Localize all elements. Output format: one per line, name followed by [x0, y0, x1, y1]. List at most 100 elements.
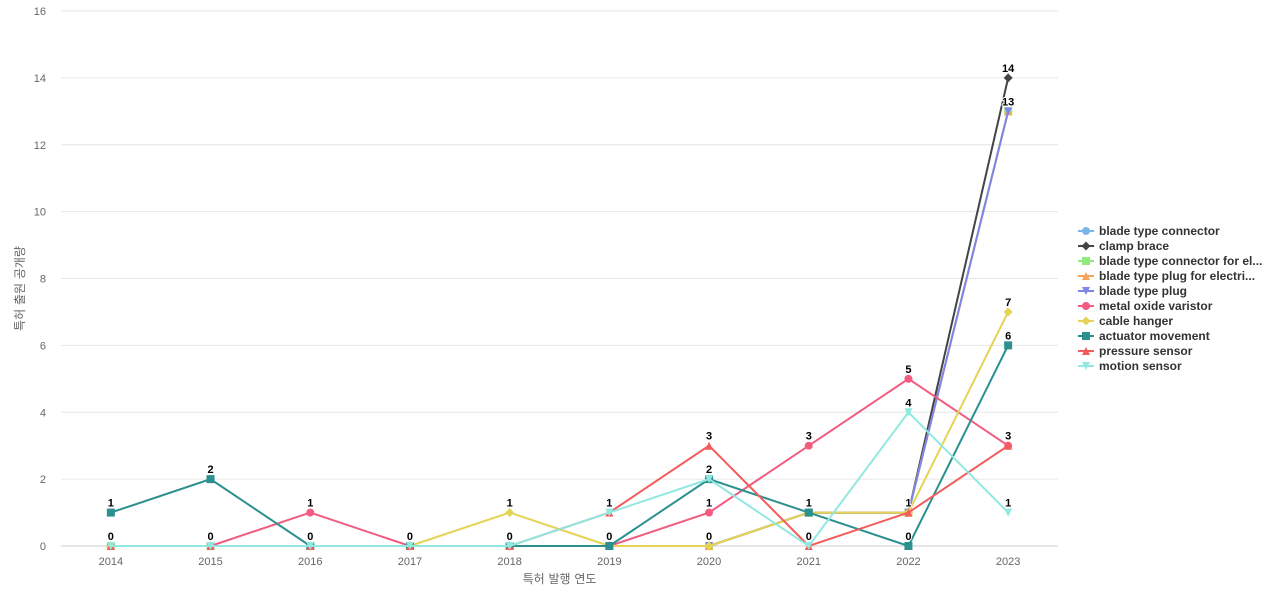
y-tick-label: 14 — [34, 73, 46, 85]
data-label: 0 — [706, 531, 712, 543]
legend-item[interactable]: blade type plug — [1078, 284, 1187, 298]
data-point[interactable] — [505, 542, 514, 550]
legend-marker — [1082, 287, 1090, 295]
data-point[interactable] — [804, 441, 813, 450]
series-line[interactable] — [110, 77, 1010, 547]
data-point[interactable] — [106, 542, 115, 550]
x-tick-label: 2014 — [99, 556, 123, 568]
series-line[interactable] — [110, 410, 1009, 548]
data-point[interactable] — [405, 542, 414, 550]
series-line[interactable] — [110, 111, 1010, 547]
y-tick-label: 4 — [40, 407, 46, 419]
series-line[interactable] — [110, 377, 1009, 547]
series-line[interactable] — [110, 111, 1010, 547]
x-tick-label: 2019 — [597, 556, 621, 568]
data-point[interactable] — [106, 508, 115, 517]
series-blade-type-plug-for-electri- — [106, 107, 1013, 550]
x-tick-label: 2023 — [996, 556, 1020, 568]
data-point[interactable] — [1004, 508, 1013, 517]
data-label: 3 — [1005, 431, 1011, 443]
data-point[interactable] — [904, 542, 913, 550]
data-point[interactable] — [705, 475, 714, 484]
legend-item[interactable]: blade type connector for el... — [1078, 254, 1262, 268]
legend-label[interactable]: pressure sensor — [1099, 344, 1193, 358]
y-tick-label: 12 — [34, 140, 46, 152]
legend-label[interactable]: motion sensor — [1099, 359, 1182, 373]
legend-marker — [1082, 332, 1090, 340]
legend-label[interactable]: blade type connector — [1099, 224, 1220, 238]
legend-marker — [1082, 302, 1090, 310]
legend-item[interactable]: blade type plug for electri... — [1078, 269, 1255, 283]
data-label: 1 — [905, 498, 911, 510]
data-point[interactable] — [804, 508, 813, 517]
data-label: 3 — [806, 431, 812, 443]
data-point[interactable] — [306, 542, 315, 550]
legend-item[interactable]: cable hanger — [1078, 314, 1173, 328]
data-point[interactable] — [605, 542, 614, 550]
data-point[interactable] — [605, 508, 614, 517]
series-blade-type-connector — [106, 107, 1013, 550]
x-tick-label: 2018 — [497, 556, 521, 568]
y-tick-label: 0 — [40, 541, 46, 553]
data-point[interactable] — [904, 374, 913, 383]
data-label: 1 — [806, 498, 812, 510]
series-motion-sensor — [106, 408, 1013, 550]
series-line[interactable] — [110, 111, 1010, 547]
legend-item[interactable]: metal oxide varistor — [1078, 299, 1213, 313]
data-point[interactable] — [804, 542, 813, 550]
legend-label[interactable]: blade type plug — [1099, 284, 1187, 298]
legend-item[interactable]: actuator movement — [1078, 329, 1210, 343]
data-point[interactable] — [505, 508, 515, 518]
data-point[interactable] — [705, 508, 714, 517]
data-label: 14 — [1002, 63, 1015, 75]
series-pressure-sensor — [106, 441, 1013, 550]
legend-label[interactable]: clamp brace — [1099, 239, 1169, 253]
legend-marker — [1081, 316, 1091, 326]
data-point[interactable] — [705, 441, 714, 450]
x-tick-label: 2021 — [797, 556, 821, 568]
data-point[interactable] — [1004, 107, 1013, 116]
legend-marker — [1082, 227, 1090, 235]
data-label: 1 — [606, 498, 612, 510]
legend-item[interactable]: pressure sensor — [1078, 344, 1193, 358]
legend-label[interactable]: actuator movement — [1099, 329, 1210, 343]
series-actuator-movement — [106, 341, 1013, 550]
data-point[interactable] — [1004, 341, 1013, 350]
legend-label[interactable]: blade type connector for el... — [1099, 254, 1262, 268]
data-label: 2 — [207, 464, 213, 476]
legend-label[interactable]: metal oxide varistor — [1099, 299, 1213, 313]
data-point[interactable] — [1003, 307, 1013, 317]
data-point[interactable] — [206, 475, 215, 484]
data-point[interactable] — [1004, 441, 1013, 450]
series-line[interactable] — [110, 311, 1010, 547]
data-label: 0 — [307, 531, 313, 543]
legend-label[interactable]: blade type plug for electri... — [1099, 269, 1255, 283]
legend-marker — [1081, 241, 1091, 251]
x-tick-label: 2015 — [198, 556, 222, 568]
data-point[interactable] — [206, 542, 215, 550]
legend-item[interactable]: clamp brace — [1078, 239, 1169, 253]
data-point[interactable] — [904, 408, 913, 417]
series-line[interactable] — [110, 344, 1010, 548]
series-line[interactable] — [110, 111, 1010, 547]
series-layer — [106, 73, 1013, 551]
data-point[interactable] — [704, 541, 714, 551]
legend-item[interactable]: blade type connector — [1078, 224, 1220, 238]
data-label: 2 — [706, 464, 712, 476]
legend-marker — [1082, 257, 1090, 265]
data-label: 0 — [108, 531, 114, 543]
data-point[interactable] — [306, 508, 315, 517]
data-point[interactable] — [1003, 73, 1013, 83]
data-label: 1 — [108, 498, 114, 510]
data-label: 6 — [1005, 330, 1011, 342]
legend-label[interactable]: cable hanger — [1099, 314, 1173, 328]
data-point[interactable] — [904, 508, 913, 517]
legend-item[interactable]: motion sensor — [1078, 359, 1182, 373]
series-cable-hanger — [106, 307, 1013, 551]
data-label: 13 — [1002, 96, 1014, 108]
data-label: 0 — [806, 531, 812, 543]
data-label: 1 — [507, 498, 513, 510]
y-axis-title: 특허 출원 공개량 — [13, 246, 27, 331]
